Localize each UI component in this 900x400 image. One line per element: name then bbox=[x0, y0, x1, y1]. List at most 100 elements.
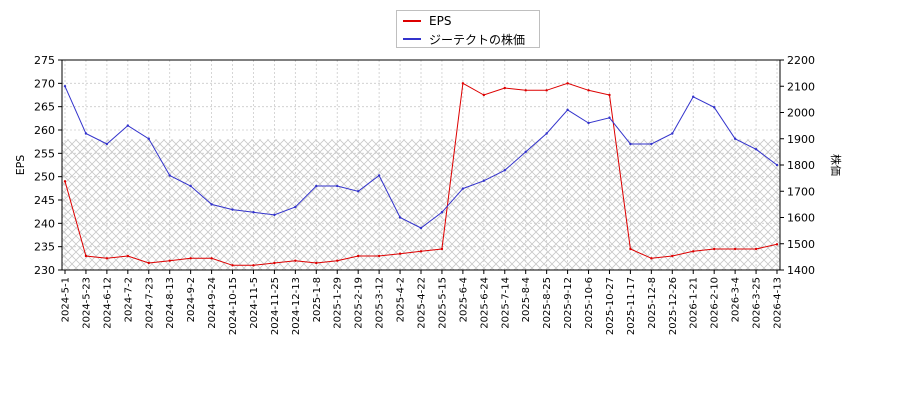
x-tick-label: 2025-12-8 bbox=[647, 277, 658, 329]
x-tick-label: 2024-11-25 bbox=[270, 277, 281, 335]
data-point-eps bbox=[273, 261, 276, 265]
x-tick-label: 2025-1-8 bbox=[312, 277, 323, 322]
right-tick-label: 2100 bbox=[787, 80, 815, 93]
data-point-eps bbox=[147, 261, 150, 265]
x-tick-label: 2025-8-25 bbox=[542, 277, 553, 329]
data-point-price bbox=[419, 226, 423, 230]
data-point-price bbox=[629, 142, 632, 146]
data-point-eps bbox=[503, 86, 506, 90]
data-point-eps bbox=[482, 93, 486, 97]
data-point-price bbox=[671, 132, 674, 135]
legend-label-eps: EPS bbox=[429, 14, 452, 28]
data-point-price bbox=[168, 174, 171, 177]
data-point-price bbox=[545, 132, 548, 135]
data-point-price bbox=[126, 124, 130, 127]
legend-label-price: ジーテクトの株価 bbox=[429, 32, 526, 47]
left-tick-label: 275 bbox=[34, 54, 55, 67]
data-point-eps bbox=[608, 93, 611, 97]
data-point-price bbox=[566, 108, 569, 112]
data-point-price bbox=[377, 174, 381, 177]
data-point-price bbox=[440, 211, 444, 214]
data-point-price bbox=[461, 187, 465, 190]
left-tick-label: 230 bbox=[34, 264, 55, 277]
data-point-eps bbox=[63, 180, 67, 183]
data-point-price bbox=[63, 85, 67, 88]
x-tick-label: 2025-11-17 bbox=[626, 277, 637, 335]
data-point-price bbox=[692, 95, 695, 98]
data-point-eps bbox=[356, 254, 360, 258]
series-layer bbox=[63, 82, 779, 267]
right-axis: 1400 1500 1600 1700 1800 1900 2000 2100 2200 bbox=[780, 54, 815, 277]
data-point-price bbox=[733, 137, 737, 140]
data-point-price bbox=[252, 211, 255, 214]
legend-item-price: ジーテクトの株価 bbox=[403, 31, 525, 47]
x-tick-label: 2025-10-27 bbox=[605, 277, 616, 335]
data-point-eps bbox=[461, 82, 465, 85]
data-point-price bbox=[189, 184, 192, 188]
x-tick-label: 2025-10-6 bbox=[584, 277, 595, 329]
data-point-eps bbox=[692, 250, 695, 253]
left-tick-label: 255 bbox=[34, 147, 55, 160]
data-point-eps bbox=[440, 247, 444, 251]
data-point-price bbox=[754, 148, 758, 151]
data-point-price bbox=[775, 163, 779, 167]
legend-swatch-eps bbox=[403, 20, 421, 22]
left-tick-label: 235 bbox=[34, 241, 55, 254]
x-tick-label: 2024-5-23 bbox=[81, 277, 92, 329]
x-tick-label: 2025-6-24 bbox=[479, 277, 490, 329]
right-tick-label: 2000 bbox=[787, 107, 815, 120]
data-point-eps bbox=[671, 254, 674, 258]
x-tick-label: 2026-3-4 bbox=[731, 277, 742, 322]
x-tick-label: 2025-12-26 bbox=[668, 277, 679, 335]
data-point-eps bbox=[733, 247, 737, 251]
data-point-price bbox=[294, 205, 297, 209]
data-point-eps bbox=[754, 247, 758, 251]
data-point-price bbox=[231, 208, 234, 211]
x-tick-label: 2024-10-15 bbox=[228, 277, 239, 335]
data-point-eps bbox=[315, 261, 318, 265]
y-axis-label-left: EPS bbox=[14, 155, 27, 176]
x-tick-label: 2025-3-12 bbox=[375, 277, 386, 329]
right-tick-label: 1800 bbox=[787, 159, 815, 172]
x-tick-label: 2024-12-13 bbox=[291, 277, 302, 335]
legend-swatch-price bbox=[403, 38, 421, 40]
x-tick-label: 2026-4-13 bbox=[773, 277, 784, 329]
right-tick-label: 1600 bbox=[787, 212, 815, 225]
data-point-price bbox=[503, 169, 506, 172]
data-point-eps bbox=[126, 254, 130, 258]
data-point-eps bbox=[252, 264, 255, 267]
data-point-eps bbox=[650, 257, 653, 260]
right-tick-label: 1700 bbox=[787, 185, 815, 198]
x-tick-label: 2024-11-5 bbox=[249, 277, 260, 329]
right-tick-label: 1900 bbox=[787, 133, 815, 146]
data-point-price bbox=[315, 184, 318, 188]
data-point-eps bbox=[84, 254, 88, 258]
data-point-price bbox=[336, 184, 339, 188]
x-tick-label: 2024-6-12 bbox=[102, 277, 113, 329]
data-point-eps bbox=[566, 82, 569, 85]
data-point-eps bbox=[168, 259, 171, 262]
data-point-eps bbox=[105, 257, 109, 260]
data-point-eps bbox=[545, 89, 548, 92]
data-point-price bbox=[84, 132, 88, 135]
data-point-price bbox=[524, 150, 527, 154]
data-point-eps bbox=[377, 254, 381, 258]
x-tick-label: 2026-3-25 bbox=[752, 277, 763, 329]
left-tick-label: 260 bbox=[34, 124, 55, 137]
legend: EPS ジーテクトの株価 bbox=[396, 10, 540, 48]
right-tick-label: 1400 bbox=[787, 264, 815, 277]
y-axis-label-right: 株価 bbox=[829, 154, 843, 176]
data-point-price bbox=[398, 216, 402, 219]
x-tick-label: 2025-2-19 bbox=[354, 277, 365, 329]
x-tick-label: 2025-9-12 bbox=[563, 277, 574, 329]
x-tick-label: 2024-8-13 bbox=[165, 277, 176, 329]
x-tick-label: 2025-8-4 bbox=[521, 277, 532, 322]
right-tick-label: 2200 bbox=[787, 54, 815, 67]
left-tick-label: 250 bbox=[34, 171, 55, 184]
left-tick-label: 265 bbox=[34, 101, 55, 114]
x-tick-label: 2025-6-4 bbox=[458, 277, 469, 322]
data-point-eps bbox=[712, 247, 716, 251]
x-tick-label: 2024-9-24 bbox=[207, 277, 218, 329]
data-point-eps bbox=[189, 257, 192, 260]
